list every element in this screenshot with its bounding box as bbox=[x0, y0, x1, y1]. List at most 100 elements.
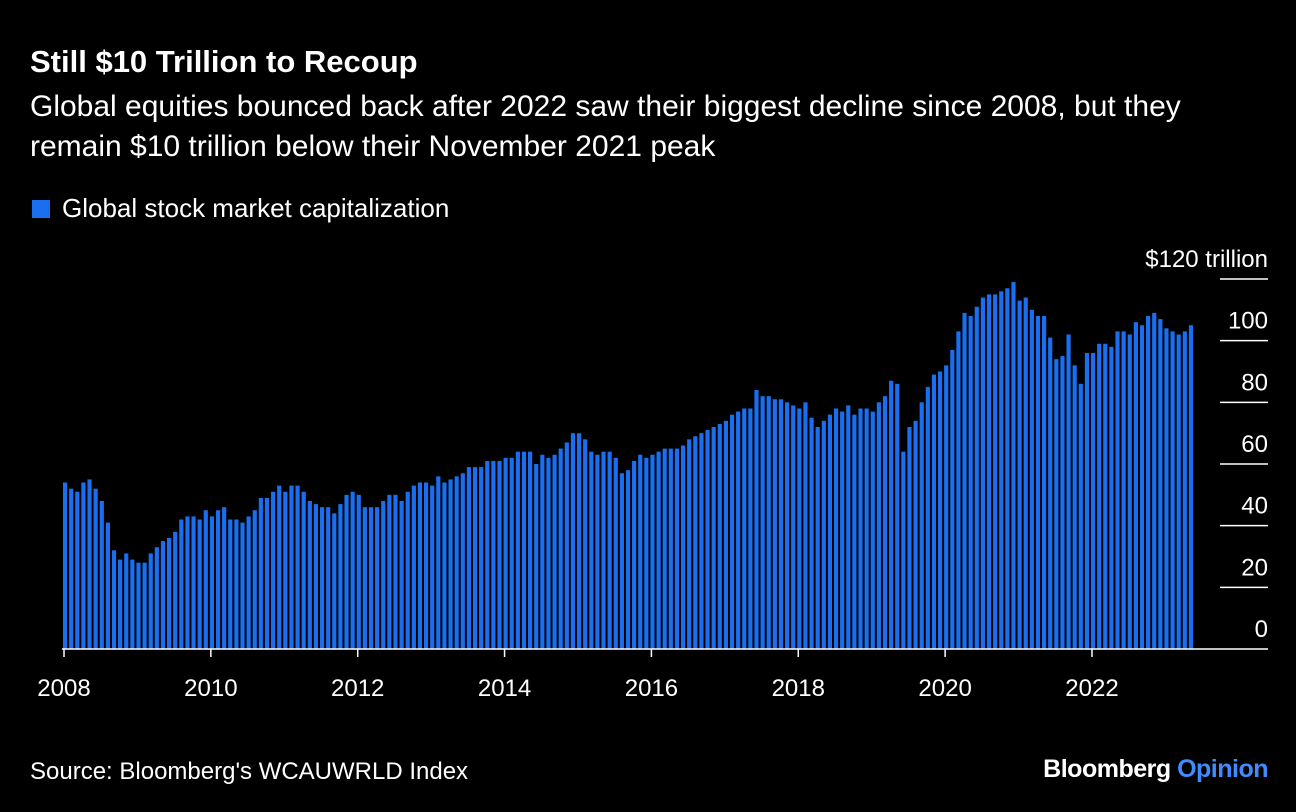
bar bbox=[1035, 316, 1041, 649]
bar bbox=[1017, 300, 1022, 649]
bar bbox=[687, 439, 692, 649]
bar bbox=[674, 448, 680, 649]
bar bbox=[411, 485, 416, 649]
bar bbox=[491, 460, 496, 649]
bar bbox=[93, 488, 98, 649]
bar bbox=[540, 454, 545, 649]
bar bbox=[1133, 322, 1138, 649]
bar bbox=[619, 473, 624, 649]
legend: Global stock market capitalization bbox=[32, 193, 449, 224]
bar bbox=[173, 531, 178, 649]
x-axis: 2008 2010 2012 2014 2016 2018 2020 2022 bbox=[37, 648, 1268, 702]
bar bbox=[601, 451, 606, 649]
bar bbox=[962, 312, 967, 649]
bar bbox=[833, 408, 839, 649]
bar bbox=[319, 507, 325, 649]
bar bbox=[803, 402, 808, 649]
bar bbox=[650, 454, 655, 649]
bar bbox=[827, 414, 833, 649]
bar bbox=[1011, 282, 1016, 649]
bar bbox=[907, 427, 912, 649]
bar bbox=[252, 510, 257, 649]
x-tick-label: 2012 bbox=[331, 675, 384, 702]
bar bbox=[748, 408, 753, 649]
y-axis: 0 20 40 60 80 100 $120 trillion bbox=[1145, 246, 1268, 643]
bar bbox=[809, 417, 814, 649]
bar bbox=[889, 380, 894, 649]
bar bbox=[234, 519, 239, 649]
bar bbox=[723, 420, 728, 649]
bar bbox=[142, 562, 147, 649]
grid-lines bbox=[1220, 278, 1268, 589]
bar bbox=[986, 294, 992, 649]
bar bbox=[75, 491, 80, 649]
bar bbox=[1164, 328, 1169, 649]
bar bbox=[668, 448, 673, 649]
bar bbox=[644, 457, 649, 649]
bar bbox=[436, 476, 441, 649]
bar bbox=[625, 470, 631, 649]
bar bbox=[295, 485, 300, 649]
bar bbox=[417, 482, 423, 649]
bar bbox=[1115, 331, 1120, 649]
bars bbox=[62, 282, 1194, 649]
bar bbox=[381, 501, 386, 649]
bar bbox=[240, 522, 245, 649]
bar bbox=[821, 420, 826, 649]
bar bbox=[167, 538, 172, 649]
bar bbox=[968, 316, 973, 649]
bar bbox=[356, 494, 361, 649]
bar bbox=[993, 294, 998, 649]
bar bbox=[791, 405, 796, 649]
bar bbox=[1042, 316, 1047, 649]
bar bbox=[203, 510, 208, 649]
x-tick-label: 2022 bbox=[1065, 675, 1118, 702]
bar bbox=[497, 460, 502, 649]
bar bbox=[405, 491, 410, 649]
bar bbox=[895, 383, 900, 649]
bar bbox=[552, 454, 557, 649]
bar bbox=[778, 399, 784, 649]
bar bbox=[105, 522, 110, 649]
bar bbox=[375, 507, 380, 649]
bar bbox=[209, 516, 214, 649]
bar bbox=[148, 553, 153, 649]
source-note: Source: Bloomberg's WCAUWRLD Index bbox=[30, 758, 469, 785]
bar bbox=[919, 402, 924, 649]
bar bbox=[1060, 356, 1065, 649]
y-tick-label: 0 bbox=[1255, 616, 1268, 643]
bar bbox=[870, 411, 875, 649]
bar bbox=[937, 371, 943, 649]
bar bbox=[1084, 353, 1089, 649]
bar bbox=[479, 467, 484, 649]
bar bbox=[956, 331, 961, 649]
bar bbox=[179, 519, 184, 649]
bar bbox=[466, 467, 471, 649]
bar bbox=[632, 460, 637, 649]
bar bbox=[430, 485, 435, 649]
bar bbox=[228, 519, 233, 649]
bar bbox=[118, 559, 123, 649]
bar bbox=[595, 454, 600, 649]
bar bbox=[130, 559, 135, 649]
bar bbox=[717, 423, 722, 649]
bar bbox=[271, 491, 276, 649]
bar bbox=[1176, 334, 1181, 649]
bar bbox=[882, 396, 888, 649]
bar bbox=[944, 365, 949, 649]
bar bbox=[301, 491, 306, 649]
bar bbox=[1188, 325, 1194, 649]
bar bbox=[699, 433, 704, 649]
bar bbox=[521, 451, 527, 649]
bar bbox=[1023, 297, 1028, 649]
bar bbox=[742, 408, 747, 649]
bar bbox=[350, 491, 355, 649]
bar bbox=[1072, 365, 1077, 649]
bar bbox=[815, 427, 820, 649]
bar bbox=[69, 488, 74, 649]
bar bbox=[215, 510, 221, 649]
y-tick-label: $120 trillion bbox=[1145, 246, 1268, 273]
bar bbox=[423, 482, 429, 649]
x-tick-label: 2020 bbox=[918, 675, 971, 702]
